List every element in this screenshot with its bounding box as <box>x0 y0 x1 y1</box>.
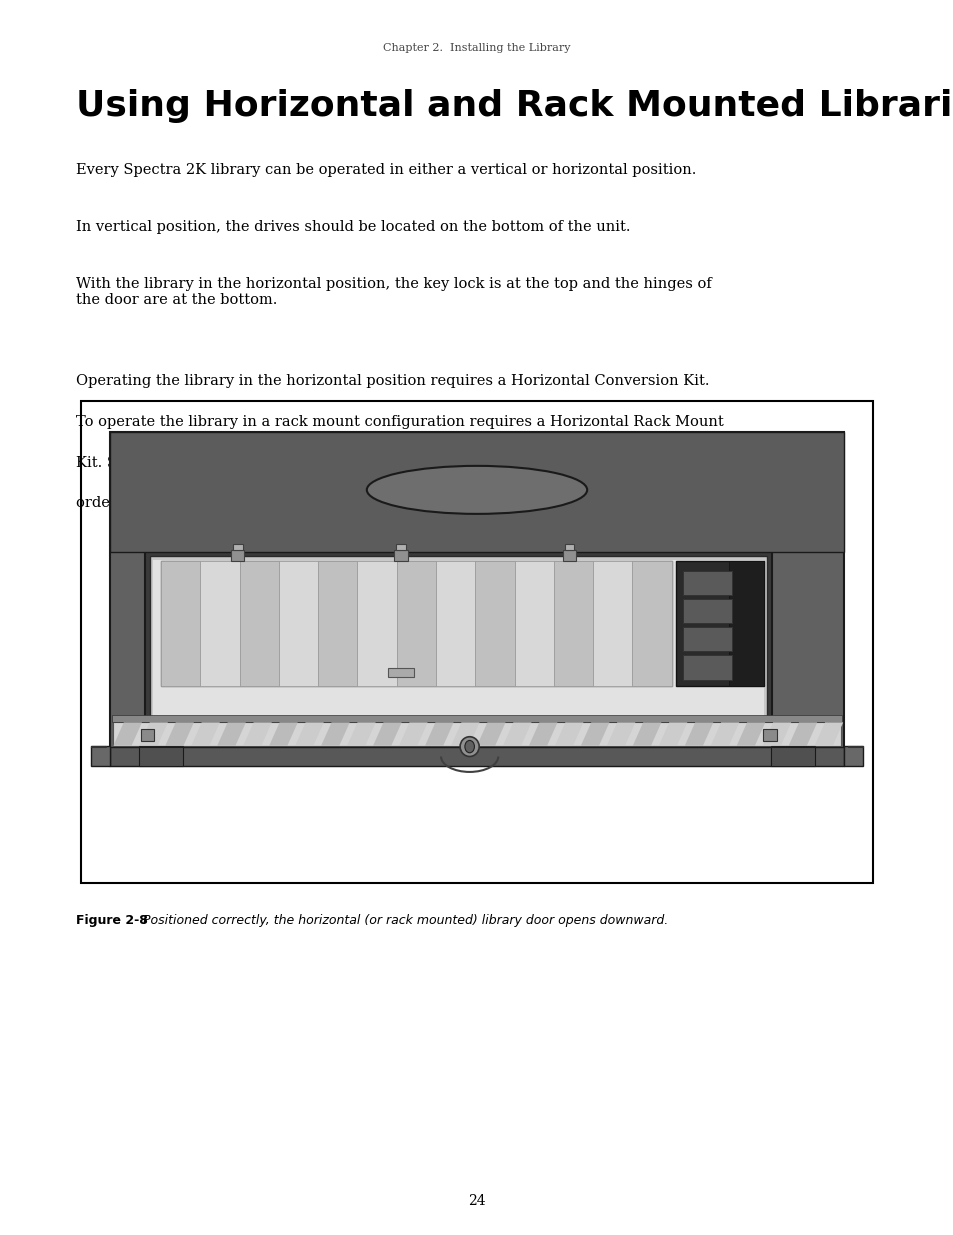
Bar <box>676 561 763 685</box>
Text: 24: 24 <box>468 1194 485 1208</box>
Text: Purchasing Additional Library Accessories: Purchasing Additional Library Accessorie… <box>121 456 436 469</box>
Bar <box>81 401 872 883</box>
Bar <box>357 561 396 685</box>
Bar <box>112 715 841 722</box>
Bar <box>564 543 574 550</box>
Bar <box>110 432 843 552</box>
Text: Every Spectra 2K library can be operated in either a vertical or horizontal posi: Every Spectra 2K library can be operated… <box>76 163 696 177</box>
Text: In vertical position, the drives should be located on the bottom of the unit.: In vertical position, the drives should … <box>76 220 630 233</box>
Ellipse shape <box>464 741 474 753</box>
Polygon shape <box>502 722 531 746</box>
Polygon shape <box>476 722 505 746</box>
Bar <box>318 561 357 685</box>
Text: Operating the library in the horizontal position requires a Horizontal Conversio: Operating the library in the horizontal … <box>76 374 709 388</box>
Bar <box>593 561 632 685</box>
Polygon shape <box>451 722 479 746</box>
Polygon shape <box>217 722 246 746</box>
Text: on page 64 for information about: on page 64 for information about <box>326 456 578 469</box>
Bar <box>200 561 239 685</box>
Bar <box>682 627 731 651</box>
Polygon shape <box>398 722 427 746</box>
Polygon shape <box>165 722 193 746</box>
Polygon shape <box>580 722 609 746</box>
Bar <box>843 746 862 766</box>
Bar <box>113 722 840 746</box>
Bar <box>632 561 671 685</box>
Bar <box>682 655 731 679</box>
Polygon shape <box>684 722 713 746</box>
Polygon shape <box>425 722 453 746</box>
Bar <box>110 747 843 766</box>
Bar <box>139 747 183 766</box>
Polygon shape <box>528 722 557 746</box>
Bar <box>553 561 593 685</box>
Bar <box>161 561 671 685</box>
Bar <box>145 550 771 729</box>
Polygon shape <box>659 722 687 746</box>
Bar <box>682 571 731 595</box>
Text: Positioned correctly, the horizontal (or rack mounted) library door opens downwa: Positioned correctly, the horizontal (or… <box>135 914 668 927</box>
Bar <box>139 746 183 747</box>
Bar <box>110 432 843 766</box>
Polygon shape <box>736 722 764 746</box>
Text: Using Horizontal and Rack Mounted Libraries: Using Horizontal and Rack Mounted Librar… <box>76 89 953 124</box>
Polygon shape <box>139 722 168 746</box>
Bar <box>682 599 731 624</box>
Bar <box>140 729 153 741</box>
Polygon shape <box>347 722 375 746</box>
Polygon shape <box>243 722 272 746</box>
Bar <box>113 722 840 746</box>
Polygon shape <box>632 722 660 746</box>
Bar <box>152 559 763 719</box>
Polygon shape <box>814 722 842 746</box>
Bar <box>387 668 414 677</box>
Polygon shape <box>113 722 142 746</box>
Bar <box>394 550 407 561</box>
Bar <box>436 561 475 685</box>
Text: Kit. See: Kit. See <box>76 456 139 469</box>
Polygon shape <box>710 722 739 746</box>
Polygon shape <box>606 722 635 746</box>
Bar <box>728 561 763 685</box>
Text: ordering these kits from Spectra Logic.: ordering these kits from Spectra Logic. <box>76 496 370 510</box>
Bar <box>395 543 405 550</box>
Bar <box>161 561 200 685</box>
Polygon shape <box>269 722 297 746</box>
Bar <box>770 747 814 766</box>
Bar <box>762 729 776 741</box>
Bar <box>239 561 278 685</box>
Bar <box>233 543 242 550</box>
Polygon shape <box>192 722 219 746</box>
Bar <box>562 550 576 561</box>
Polygon shape <box>294 722 323 746</box>
Polygon shape <box>788 722 817 746</box>
Bar <box>91 746 110 766</box>
Text: Figure 2-8: Figure 2-8 <box>76 914 148 927</box>
Polygon shape <box>555 722 583 746</box>
Ellipse shape <box>459 737 478 757</box>
Polygon shape <box>321 722 350 746</box>
Bar <box>514 561 553 685</box>
Polygon shape <box>373 722 401 746</box>
Bar <box>475 561 514 685</box>
Ellipse shape <box>366 466 586 514</box>
Bar <box>770 746 814 747</box>
Polygon shape <box>761 722 790 746</box>
Text: With the library in the horizontal position, the key lock is at the top and the : With the library in the horizontal posit… <box>76 277 711 306</box>
Bar <box>278 561 318 685</box>
Bar <box>150 556 766 722</box>
Bar <box>231 550 244 561</box>
Text: Chapter 2.  Installing the Library: Chapter 2. Installing the Library <box>383 43 570 53</box>
Text: To operate the library in a rack mount configuration requires a Horizontal Rack : To operate the library in a rack mount c… <box>76 415 723 429</box>
Bar <box>396 561 436 685</box>
